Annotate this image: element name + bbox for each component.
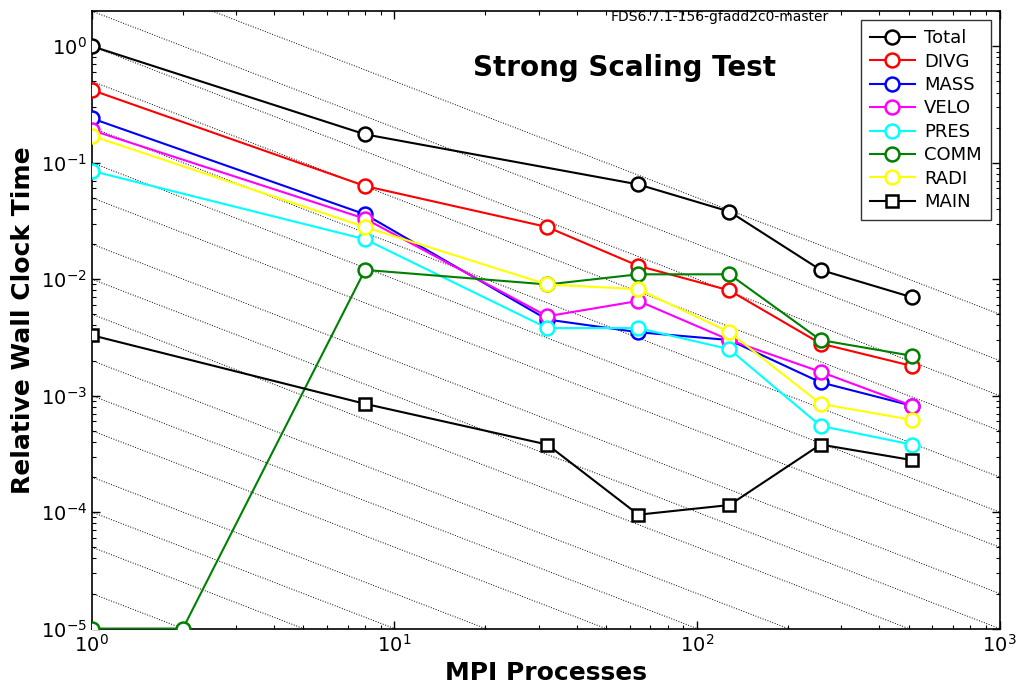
- MASS: [814, 378, 827, 386]
- MAIN: [814, 441, 827, 449]
- MASS: [541, 315, 553, 324]
- MASS: [359, 210, 371, 219]
- Line: PRES: PRES: [85, 164, 919, 452]
- COMM: [814, 336, 827, 345]
- RADI: [906, 416, 918, 424]
- Line: DIVG: DIVG: [85, 83, 919, 373]
- VELO: [359, 214, 371, 223]
- VELO: [541, 312, 553, 320]
- DIVG: [906, 362, 918, 370]
- RADI: [541, 280, 553, 289]
- Line: Total: Total: [85, 39, 919, 304]
- Text: FDS6.7.1-156-gfadd2c0-master: FDS6.7.1-156-gfadd2c0-master: [611, 10, 829, 24]
- X-axis label: MPI Processes: MPI Processes: [445, 661, 647, 685]
- MASS: [724, 336, 736, 345]
- PRES: [541, 324, 553, 332]
- COMM: [632, 270, 645, 278]
- PRES: [632, 324, 645, 332]
- RADI: [359, 223, 371, 231]
- Y-axis label: Relative Wall Clock Time: Relative Wall Clock Time: [11, 146, 35, 493]
- COMM: [541, 280, 553, 289]
- Total: [632, 180, 645, 189]
- MAIN: [724, 501, 736, 509]
- COMM: [724, 270, 736, 278]
- PRES: [906, 441, 918, 449]
- COMM: [85, 624, 98, 633]
- Total: [724, 207, 736, 216]
- MAIN: [906, 456, 918, 464]
- Line: COMM: COMM: [85, 263, 919, 635]
- VELO: [632, 296, 645, 305]
- VELO: [724, 336, 736, 345]
- DIVG: [814, 340, 827, 348]
- Text: Strong Scaling Test: Strong Scaling Test: [473, 54, 776, 82]
- RADI: [814, 400, 827, 408]
- COMM: [177, 624, 189, 633]
- Total: [906, 293, 918, 301]
- Line: RADI: RADI: [85, 129, 919, 427]
- MASS: [85, 114, 98, 122]
- Total: [359, 130, 371, 139]
- VELO: [906, 402, 918, 410]
- Legend: Total, DIVG, MASS, VELO, PRES, COMM, RADI, MAIN: Total, DIVG, MASS, VELO, PRES, COMM, RAD…: [860, 20, 991, 220]
- MASS: [632, 328, 645, 336]
- DIVG: [632, 262, 645, 270]
- DIVG: [724, 286, 736, 294]
- MAIN: [541, 441, 553, 449]
- DIVG: [541, 223, 553, 231]
- VELO: [814, 367, 827, 376]
- Line: MASS: MASS: [85, 111, 919, 413]
- MAIN: [85, 331, 98, 340]
- COMM: [906, 351, 918, 360]
- RADI: [632, 285, 645, 293]
- DIVG: [85, 86, 98, 94]
- Total: [85, 42, 98, 50]
- DIVG: [359, 182, 371, 190]
- PRES: [85, 167, 98, 175]
- MAIN: [632, 510, 645, 519]
- PRES: [724, 345, 736, 354]
- RADI: [85, 132, 98, 140]
- Line: VELO: VELO: [85, 123, 919, 413]
- COMM: [359, 266, 371, 274]
- PRES: [814, 422, 827, 430]
- MAIN: [359, 400, 371, 408]
- Line: MAIN: MAIN: [86, 330, 917, 520]
- RADI: [724, 328, 736, 336]
- Total: [814, 266, 827, 274]
- PRES: [359, 235, 371, 244]
- VELO: [85, 126, 98, 134]
- MASS: [906, 402, 918, 410]
